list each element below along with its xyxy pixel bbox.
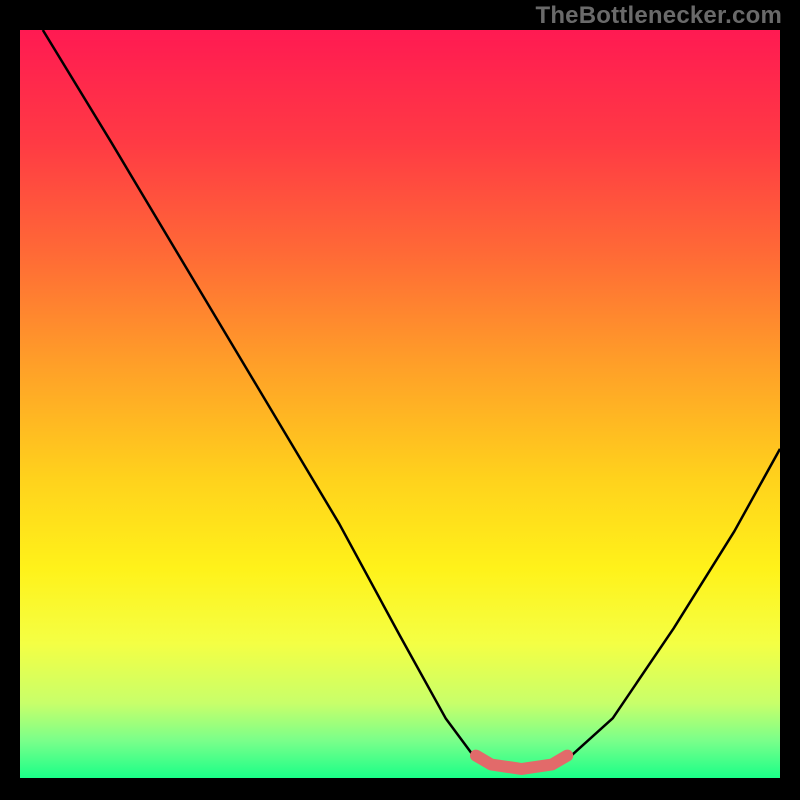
chart-plot-area: [20, 30, 780, 778]
chart-svg-layer: [20, 30, 780, 778]
bottleneck-curve: [43, 30, 780, 769]
bottom-highlight-segment: [476, 756, 567, 769]
watermark-text: TheBottlenecker.com: [535, 2, 782, 30]
